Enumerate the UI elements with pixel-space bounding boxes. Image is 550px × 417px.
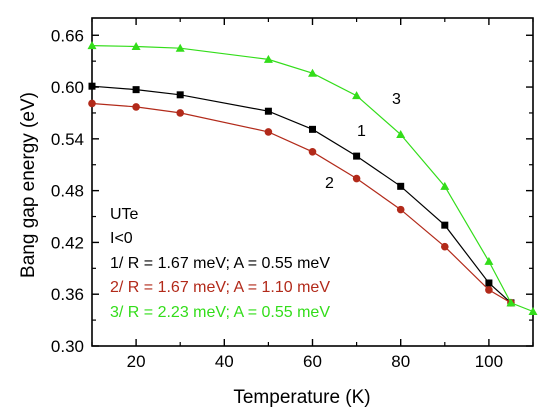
annotation-material: UTe: [110, 206, 139, 223]
y-tick-label: 0.42: [51, 233, 84, 252]
y-tick-label: 0.36: [51, 285, 84, 304]
series-2-point: [352, 174, 361, 183]
series-2-point: [264, 128, 273, 136]
series-1-point: [353, 152, 361, 160]
x-tick-label: 40: [215, 352, 234, 371]
y-tick-label: 0.54: [51, 130, 84, 149]
plot-frame: [91, 17, 534, 347]
x-tick-label: 80: [391, 352, 410, 371]
y-tick-label: 0.66: [51, 26, 84, 45]
series-2-point: [485, 286, 493, 294]
series-1-line: [91, 85, 512, 304]
series-3-point: [131, 41, 141, 50]
series-3-point: [396, 130, 406, 139]
series-1-point: [264, 107, 272, 115]
labels-group: Temperature (K) Bang gap energy (eV) 1 2…: [18, 91, 401, 408]
series-3-point: [506, 298, 516, 307]
series-3-point: [308, 68, 317, 77]
series-2-line: [91, 102, 512, 304]
curve-label-2: 2: [325, 175, 334, 192]
y-axis-title: Bang gap energy (eV): [18, 92, 39, 278]
y-tick-label: 0.60: [51, 78, 84, 97]
annotation-current: I<0: [110, 230, 133, 247]
series-2-point: [132, 103, 140, 111]
x-tick-label: 100: [475, 352, 503, 371]
series-3-point: [440, 181, 450, 190]
y-tick-label: 0.30: [51, 337, 84, 356]
annotation-params-3: 3/ R = 2.23 meV; A = 0.55 meV: [110, 304, 330, 321]
x-axis-title: Temperature (K): [233, 387, 370, 408]
series-2-point: [88, 99, 96, 108]
x-tick-label: 20: [127, 352, 146, 371]
series-1-point: [132, 86, 140, 94]
series-3-point: [484, 256, 494, 265]
series-2-point: [308, 147, 317, 156]
series-2-point: [396, 205, 405, 214]
plot-frame-group: [91, 17, 534, 347]
x-tick-label: 60: [303, 352, 322, 371]
series-1-point: [441, 221, 449, 229]
series-group: [87, 41, 538, 315]
series-3-point: [528, 306, 538, 315]
series-1-point: [176, 91, 184, 99]
series-3-point: [352, 91, 362, 100]
annotation-params-2: 2/ R = 1.67 meV; A = 1.10 meV: [110, 279, 330, 296]
series-2-point: [441, 242, 449, 251]
series-1-point: [309, 125, 316, 133]
axis-ticks-group: 20 40 60 80 100 0.30 0.36 0.42 0.48 0.54 0.60 0.66: [51, 18, 534, 371]
series-3-point: [87, 41, 97, 50]
series-3-point: [175, 43, 185, 52]
series-3-point: [263, 54, 273, 63]
annotation-params-1: 1/ R = 1.67 meV; A = 0.55 meV: [110, 255, 330, 272]
series-2-point: [176, 109, 184, 117]
curve-label-3: 3: [392, 91, 401, 108]
series-1-point: [485, 279, 493, 287]
series-1-point: [88, 82, 96, 90]
series-1-point: [397, 182, 405, 190]
curve-label-1: 1: [357, 123, 366, 140]
y-tick-label: 0.48: [51, 182, 84, 201]
